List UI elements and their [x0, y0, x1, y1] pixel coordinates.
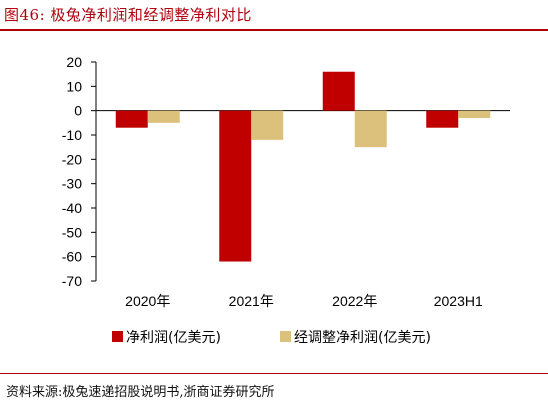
- legend-swatch: [280, 331, 291, 342]
- figure-title: 图46: 极兔净利润和经调整净利对比: [4, 6, 252, 24]
- y-tick-label: -40: [62, 200, 82, 216]
- legend-label: 净利润(亿美元): [126, 330, 221, 346]
- x-axis-labels: 2020年 2021年 2022年 2023H1: [125, 293, 483, 309]
- y-tick-label: 20: [66, 54, 82, 70]
- legend-label: 经调整净利润(亿美元): [294, 330, 431, 346]
- bar-net-profit-0: [115, 110, 148, 128]
- bars-group: [115, 71, 491, 262]
- footer-divider: [0, 373, 548, 374]
- bar-net-profit-2: [322, 71, 355, 111]
- bar-adjusted-net-profit-2: [354, 110, 387, 148]
- x-tick-label: 2022年: [332, 293, 377, 309]
- y-tick-label: 10: [66, 78, 82, 94]
- y-tick-label: -10: [62, 127, 82, 143]
- x-tick-label: 2023H1: [434, 293, 483, 309]
- bar-net-profit-3: [426, 110, 459, 128]
- y-tick-label: -20: [62, 151, 82, 167]
- y-tick-label: -70: [62, 273, 82, 289]
- legend-swatch: [112, 331, 123, 342]
- legend: 净利润(亿美元) 经调整净利润(亿美元): [112, 330, 431, 346]
- y-tick-label: 0: [74, 103, 82, 119]
- y-tick-label: -60: [62, 249, 82, 265]
- bar-adjusted-net-profit-0: [147, 110, 180, 123]
- y-axis: 20 10 0 -10 -20 -30 -40 -50 -60 -70: [62, 54, 510, 289]
- bar-net-profit-1: [219, 110, 252, 262]
- x-tick-label: 2021年: [229, 293, 274, 309]
- bar-adjusted-net-profit-3: [458, 110, 491, 118]
- y-tick-label: -30: [62, 176, 82, 192]
- title-divider: [0, 29, 548, 31]
- bar-adjusted-net-profit-1: [251, 110, 284, 140]
- x-tick-label: 2020年: [125, 293, 170, 309]
- source-note: 资料来源:极兔速递招股说明书,浙商证券研究所: [6, 385, 275, 400]
- y-tick-label: -50: [62, 224, 82, 240]
